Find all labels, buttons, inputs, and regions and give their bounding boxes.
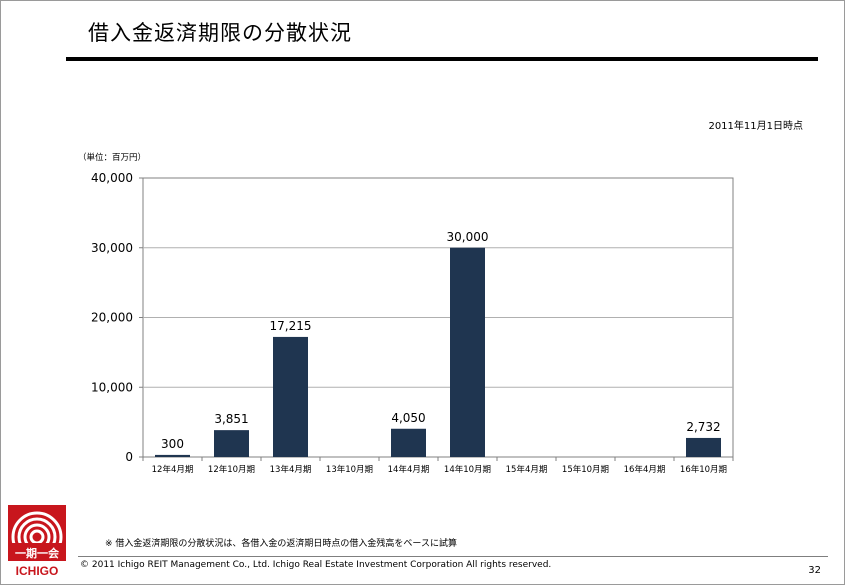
ichigo-logo: 一期一会 ICHIGO bbox=[8, 505, 66, 579]
x-tick-label: 16年4月期 bbox=[624, 464, 666, 475]
footer-divider bbox=[78, 556, 828, 557]
data-label: 17,215 bbox=[270, 319, 312, 333]
data-label: 4,050 bbox=[391, 411, 425, 425]
bar bbox=[391, 428, 426, 457]
copyright-text: © 2011 Ichigo REIT Management Co., Ltd. … bbox=[80, 560, 552, 570]
x-tick-label: 13年4月期 bbox=[270, 464, 312, 475]
x-tick-label: 16年10月期 bbox=[680, 464, 727, 475]
x-tick-label: 14年4月期 bbox=[388, 464, 430, 475]
unit-label: （単位：百万円） bbox=[78, 153, 147, 163]
bar bbox=[155, 454, 190, 457]
y-tick-label: 30,000 bbox=[91, 241, 133, 255]
data-label: 3,851 bbox=[214, 412, 248, 426]
x-tick-label: 12年4月期 bbox=[152, 464, 194, 475]
concentric-arcs-icon bbox=[8, 511, 66, 561]
page-number: 32 bbox=[808, 565, 821, 576]
y-tick-label: 10,000 bbox=[91, 380, 133, 394]
footnote: ※ 借入金返済期限の分散状況は、各借入金の返済期日時点の借入金残高をベースに試算 bbox=[105, 539, 457, 549]
x-tick-label: 15年10月期 bbox=[562, 464, 609, 475]
bar bbox=[273, 336, 308, 457]
y-tick-label: 20,000 bbox=[91, 311, 133, 325]
x-tick-label: 13年10月期 bbox=[326, 464, 373, 475]
data-label: 2,732 bbox=[686, 420, 720, 434]
data-label: 300 bbox=[161, 437, 184, 451]
y-tick-label: 0 bbox=[125, 450, 133, 464]
page-title: 借入金返済期限の分散状況 bbox=[88, 21, 352, 45]
y-tick-label: 40,000 bbox=[91, 171, 133, 185]
x-tick-label: 15年4月期 bbox=[506, 464, 548, 475]
bar bbox=[686, 437, 721, 457]
logo-wordmark: ICHIGO bbox=[15, 564, 59, 578]
title-underline bbox=[66, 57, 818, 61]
x-tick-label: 14年10月期 bbox=[444, 464, 491, 475]
data-label: 30,000 bbox=[447, 230, 489, 244]
bar bbox=[214, 430, 249, 457]
x-tick-label: 12年10月期 bbox=[208, 464, 255, 475]
logo-emblem: 一期一会 bbox=[8, 505, 66, 561]
logo-kanji: 一期一会 bbox=[15, 547, 59, 560]
as-of-date: 2011年11月1日時点 bbox=[708, 121, 803, 132]
bar bbox=[450, 247, 485, 457]
